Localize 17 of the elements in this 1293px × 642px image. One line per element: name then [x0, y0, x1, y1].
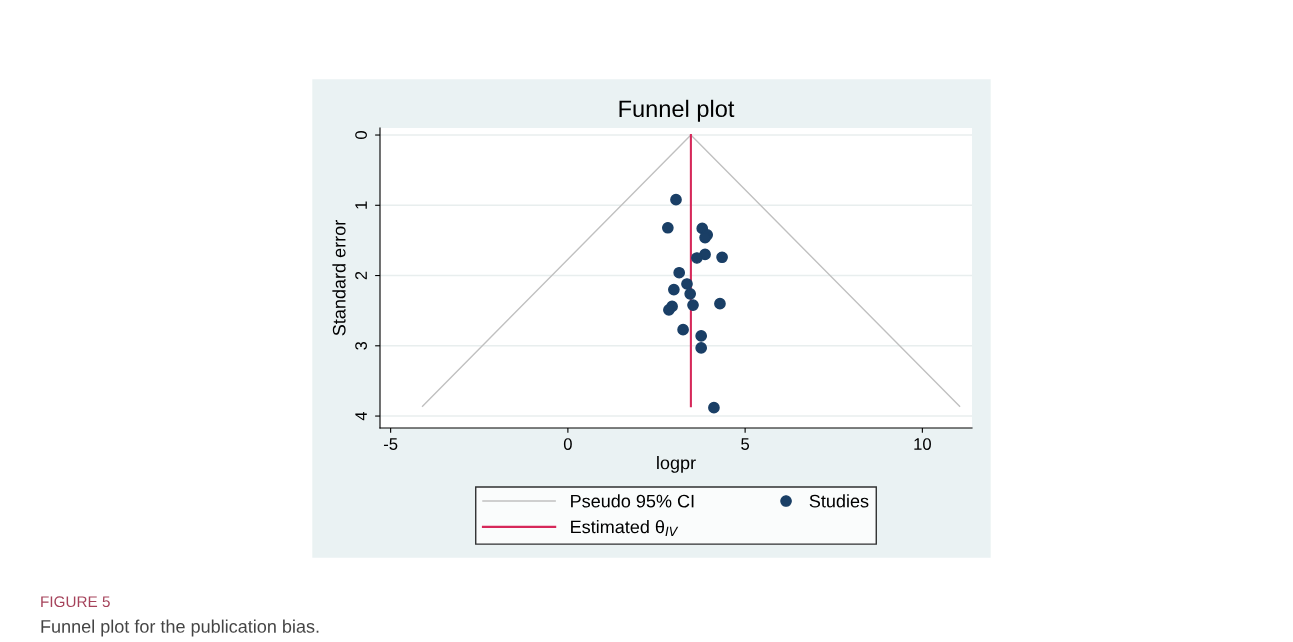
caption: FIGURE 5 — [41, 596, 110, 608]
x-tick-label: 5 — [741, 438, 750, 450]
y-tick-label: 2 — [355, 271, 367, 280]
y-axis-title: Standard error — [332, 220, 346, 336]
x-tick-label: 10 — [914, 438, 931, 450]
chart-title: Funnel plot — [619, 99, 735, 122]
legend-label: Estimated θ$_{IV}$ — [571, 520, 679, 537]
x-tick-label: -5 — [383, 438, 398, 450]
text: Funnel plot for the publication bias. — [41, 619, 319, 637]
legend-label: Pseudo 95% CI — [571, 494, 694, 508]
x-axis-title: logpr — [657, 456, 696, 473]
y-tick-label: 1 — [355, 201, 367, 209]
x-tick-label: 0 — [563, 438, 572, 450]
y-tick-label: 4 — [355, 411, 367, 421]
legend-label: Studies — [809, 494, 869, 508]
y-tick-label: 0 — [355, 131, 367, 140]
y-tick-label: 3 — [355, 341, 367, 350]
